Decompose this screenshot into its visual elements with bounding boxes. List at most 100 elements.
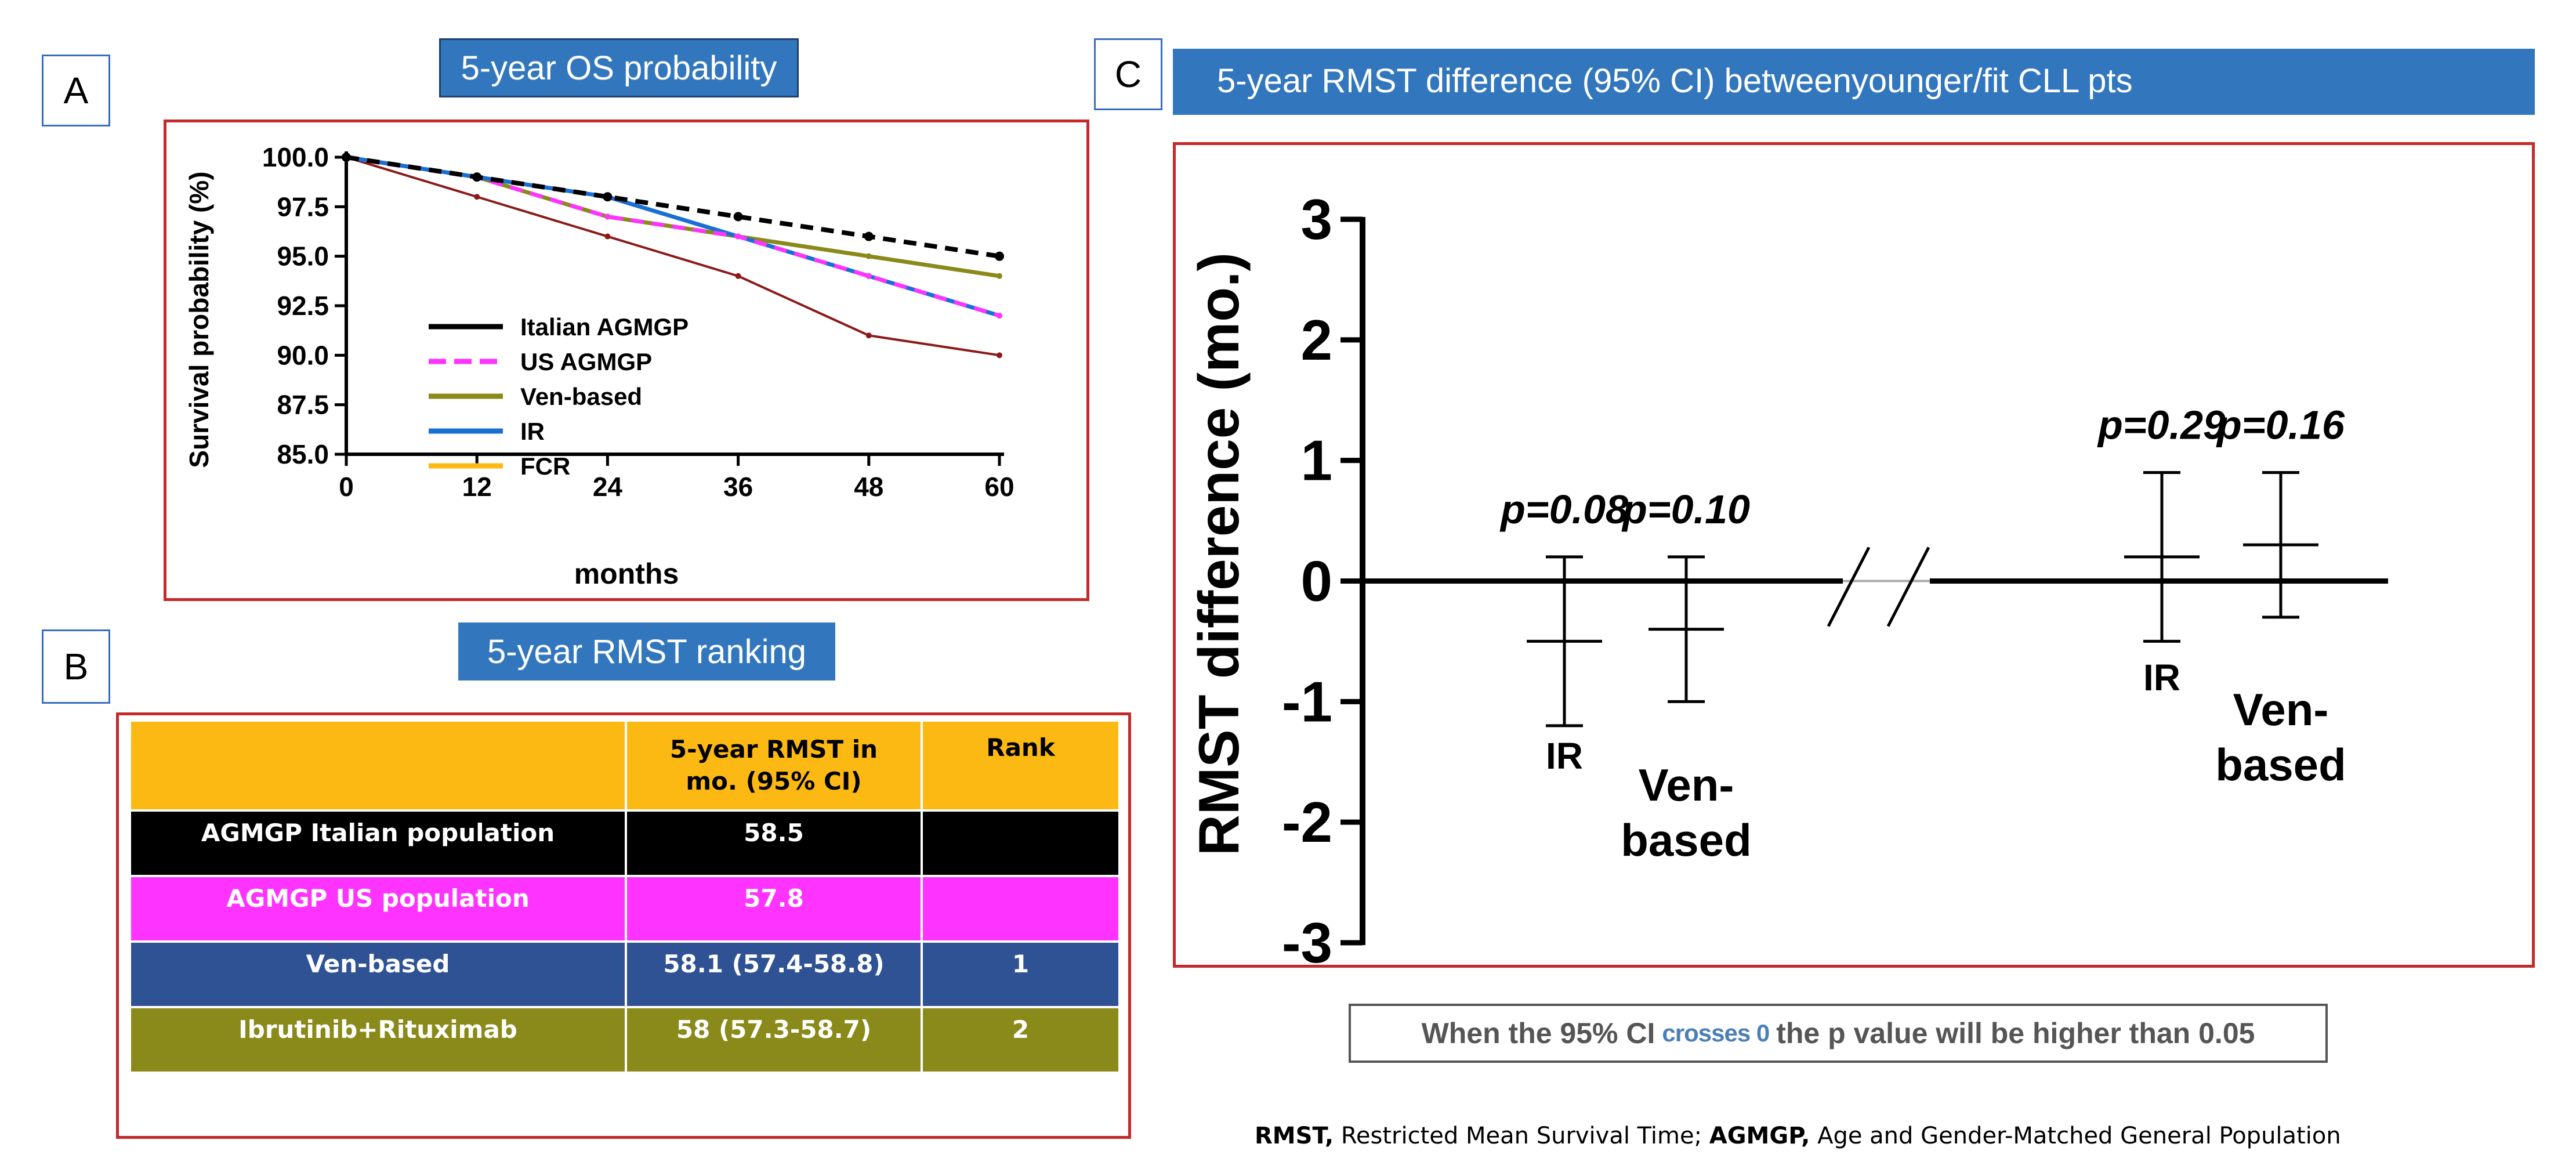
row-rmst: 57.8	[625, 875, 923, 943]
table-row: AGMGP Italian population 58.5	[129, 809, 1121, 877]
os-point-us	[997, 313, 1002, 319]
rmst-y-tick-label: 1	[1300, 429, 1332, 493]
panel-a-header: 5-year OS probability	[439, 38, 799, 97]
ci-error-bar	[2124, 471, 2200, 643]
os-x-tick-label: 24	[593, 472, 623, 502]
os-point-fcr_line	[474, 194, 480, 200]
os-legend-label: IR	[520, 418, 545, 445]
table-header-blank	[129, 719, 627, 812]
axis-break-mark	[1827, 547, 1871, 627]
os-x-axis-label: months	[574, 558, 679, 590]
os-point-fcr_line	[604, 233, 611, 240]
os-legend-label: US AGMGP	[520, 348, 652, 375]
os-legend-label: Italian AGMGP	[520, 313, 689, 341]
footnote-agmgp-text: Age and Gender-Matched General Populatio…	[1810, 1123, 2341, 1149]
os-point-italian	[995, 251, 1004, 261]
os-x-tick-label: 0	[339, 472, 354, 502]
p-value-label: p=0.16	[2216, 402, 2345, 447]
group-label: IR	[2143, 657, 2180, 698]
footnote-rmst-text: Restricted Mean Survival Time;	[1334, 1123, 1709, 1149]
panel-c-header: 5-year RMST difference (95% CI) betweeny…	[1173, 49, 2535, 115]
ci-note-box: When the 95% CI crosses 0 the p value wi…	[1349, 1004, 2328, 1063]
ci-note-highlight: crosses 0	[1662, 1019, 1770, 1047]
row-rmst: 58.1 (57.4-58.8)	[625, 940, 923, 1008]
rmst-y-tick-label: -2	[1282, 790, 1332, 854]
rmst-difference-chart: -3 -2 -1 0 1 2 3 p=0.08 IR p=0.10 Ven-based p=0.29…	[1187, 187, 2388, 965]
os-point-italian	[864, 231, 874, 241]
table-row: AGMGP US population 57.8	[129, 875, 1121, 943]
os-y-tick-label: 100.0	[262, 142, 329, 172]
os-point-fcr_line	[865, 332, 872, 339]
row-label: Ibrutinib+Rituximab	[129, 1006, 627, 1074]
os-series-ir	[346, 155, 1001, 318]
os-point-italian	[733, 212, 743, 222]
os-x-tick-label: 48	[854, 472, 883, 502]
panel-a-chart-frame: 85.0 87.5 90.0 92.5 95.0 97.5 100.0 0 12 24 36 48 60…	[164, 120, 1089, 601]
os-point-fcr_line	[997, 352, 1002, 359]
os-legend: Italian AGMGP US AGMGP Ven-based IR FCR	[429, 313, 689, 480]
os-point-ven	[997, 273, 1002, 279]
rmst-y-tick-label: 3	[1300, 187, 1332, 251]
row-label: Ven-based	[129, 940, 627, 1008]
table-row: Ibrutinib+Rituximab 58 (57.3-58.7) 2	[129, 1006, 1121, 1074]
os-legend-label: Ven-based	[520, 383, 642, 410]
group-label: Ven-based	[2215, 684, 2346, 790]
ci-note-prefix: When the 95% CI	[1421, 1017, 1655, 1049]
os-point-italian	[472, 172, 482, 182]
group-label: Ven-based	[1621, 759, 1751, 866]
os-series-fcr_line	[346, 156, 1000, 357]
rmst-y-tick-label: 2	[1300, 308, 1332, 372]
rmst-y-axis-label: RMST difference (mo.)	[1187, 252, 1251, 856]
row-rank: 1	[921, 940, 1121, 1008]
os-y-tick-label: 97.5	[277, 191, 329, 222]
table-header-rmst: 5-year RMST in mo. (95% CI)	[625, 719, 923, 812]
row-rank: 2	[921, 1006, 1121, 1074]
panel-b-header: 5-year RMST ranking	[458, 622, 835, 681]
os-legend-label: FCR	[520, 453, 570, 480]
os-y-tick-label: 95.0	[277, 241, 329, 272]
os-series-italian	[346, 155, 1000, 259]
axis-break-mark	[1886, 547, 1930, 627]
row-rank	[921, 809, 1121, 877]
rmst-ranking-table: 5-year RMST in mo. (95% CI) Rank AGMGP I…	[129, 719, 1121, 1074]
panel-c-letter: C	[1094, 38, 1162, 110]
group-label: IR	[1546, 735, 1583, 777]
abbreviation-footnote: RMST, Restricted Mean Survival Time; AGM…	[1255, 1123, 2531, 1157]
row-rank	[921, 875, 1121, 943]
os-point-ven	[865, 253, 872, 259]
p-value-label: p=0.10	[1621, 487, 1750, 532]
row-label: AGMGP Italian population	[129, 809, 627, 877]
p-value-label: p=0.08	[1499, 487, 1628, 532]
rmst-y-tick-label: -3	[1282, 911, 1332, 965]
ci-note-suffix: the p value will be higher than 0.05	[1776, 1017, 2255, 1049]
rmst-y-tick-label: -1	[1282, 669, 1332, 733]
os-y-axis-label: Survival probability (%)	[184, 171, 214, 468]
p-value-label: p=0.29	[2097, 402, 2226, 447]
panel-b-letter: B	[42, 629, 110, 704]
os-x-tick-label: 60	[984, 472, 1014, 502]
table-header-row: 5-year RMST in mo. (95% CI) Rank	[129, 719, 1121, 812]
row-rmst: 58.5	[625, 809, 923, 877]
table-header-rank: Rank	[921, 719, 1121, 812]
os-series-us	[346, 155, 1001, 318]
ci-error-bar	[1649, 555, 1724, 703]
row-label: AGMGP US population	[129, 875, 627, 943]
panel-a-letter: A	[42, 55, 110, 126]
os-line-chart: 85.0 87.5 90.0 92.5 95.0 97.5 100.0 0 12 24 36 48 60…	[184, 142, 1015, 590]
os-point-fcr_line	[735, 273, 741, 279]
os-y-tick-label: 90.0	[277, 340, 329, 370]
os-x-tick-label: 36	[723, 472, 753, 502]
row-rmst: 58 (57.3-58.7)	[625, 1006, 923, 1074]
os-x-tick-label: 12	[462, 472, 492, 502]
panel-b-table-frame: 5-year RMST in mo. (95% CI) Rank AGMGP I…	[116, 712, 1131, 1139]
os-y-tick-label: 85.0	[277, 439, 329, 469]
table-row: Ven-based 58.1 (57.4-58.8) 1	[129, 940, 1121, 1008]
panel-c-header-text: 5-year RMST difference (95% CI) betweeny…	[1217, 62, 2133, 100]
os-y-tick-label: 87.5	[277, 390, 329, 420]
footnote-agmgp-abbr: AGMGP,	[1709, 1123, 1810, 1149]
footnote-rmst-abbr: RMST,	[1255, 1123, 1334, 1149]
ci-error-bar	[2243, 471, 2318, 619]
os-point-us	[604, 213, 611, 220]
os-point-us	[865, 273, 872, 279]
os-point-italian	[603, 192, 613, 202]
